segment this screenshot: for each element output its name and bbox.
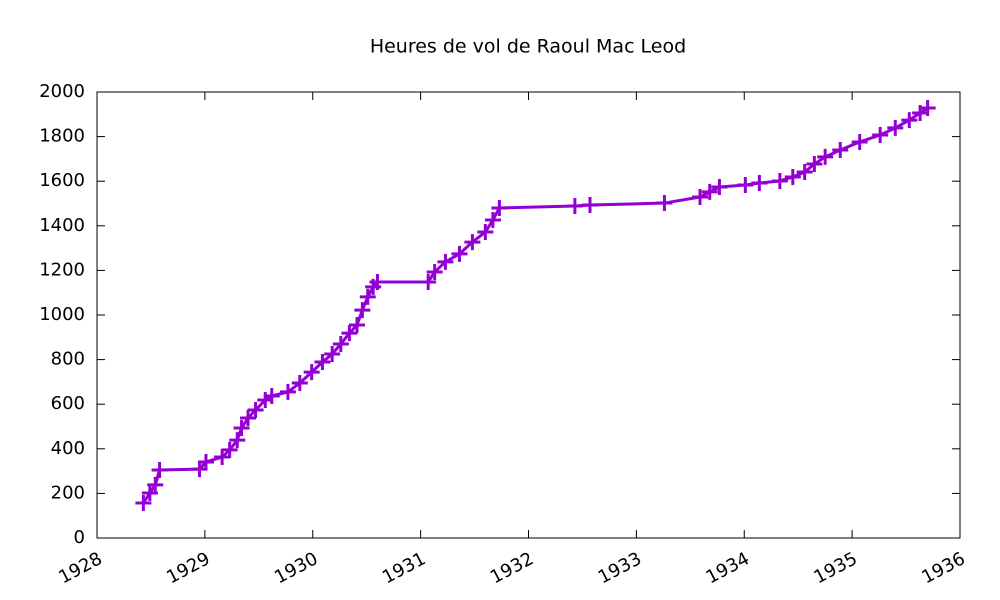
data-point bbox=[919, 100, 936, 117]
data-point bbox=[451, 245, 468, 262]
data-point bbox=[426, 263, 443, 280]
y-tick-label: 1000 bbox=[39, 304, 85, 325]
data-point bbox=[711, 178, 728, 195]
data-point bbox=[332, 335, 349, 352]
data-point bbox=[221, 441, 238, 458]
data-point bbox=[214, 449, 231, 466]
data-point bbox=[656, 195, 673, 212]
data-point bbox=[147, 476, 164, 493]
data-point bbox=[341, 325, 358, 342]
y-tick-label: 1600 bbox=[39, 170, 85, 191]
data-point bbox=[806, 156, 823, 173]
x-tick-label: 1931 bbox=[379, 548, 429, 588]
data-point bbox=[233, 420, 250, 437]
data-point bbox=[887, 119, 904, 136]
x-tick-label: 1932 bbox=[487, 548, 537, 588]
data-point bbox=[692, 189, 709, 206]
data-point bbox=[737, 176, 754, 193]
data-point bbox=[324, 346, 341, 363]
data-point bbox=[464, 234, 481, 251]
data-point bbox=[247, 401, 264, 418]
data-point bbox=[354, 302, 371, 319]
data-point bbox=[784, 168, 801, 185]
data-point bbox=[817, 148, 834, 165]
data-point bbox=[263, 387, 280, 404]
data-point bbox=[420, 273, 437, 290]
data-point bbox=[566, 197, 583, 214]
data-point bbox=[771, 172, 788, 189]
x-tick-label: 1930 bbox=[271, 548, 321, 588]
x-tick-label: 1929 bbox=[163, 548, 213, 588]
data-point bbox=[229, 432, 246, 449]
data-point bbox=[151, 461, 168, 478]
data-point bbox=[872, 127, 889, 144]
data-point bbox=[314, 354, 331, 371]
data-point bbox=[291, 375, 308, 392]
data-point bbox=[851, 133, 868, 150]
y-tick-label: 800 bbox=[51, 349, 85, 370]
y-tick-label: 0 bbox=[74, 527, 85, 548]
y-tick-label: 2000 bbox=[39, 81, 85, 102]
data-point bbox=[359, 288, 376, 305]
data-point bbox=[484, 212, 501, 229]
data-point bbox=[369, 273, 386, 290]
data-point bbox=[197, 453, 214, 470]
data-point bbox=[901, 112, 918, 129]
data-line bbox=[142, 106, 929, 504]
y-tick-label: 200 bbox=[51, 482, 85, 503]
data-point bbox=[240, 410, 257, 427]
x-tick-label: 1933 bbox=[595, 548, 645, 588]
data-point bbox=[832, 141, 849, 158]
x-tick-label: 1935 bbox=[811, 548, 861, 588]
data-point bbox=[135, 494, 152, 511]
x-tick-label: 1934 bbox=[703, 548, 753, 588]
chart-title: Heures de vol de Raoul Mac Leod bbox=[370, 36, 686, 58]
data-point bbox=[581, 197, 598, 214]
y-tick-label: 600 bbox=[51, 393, 85, 414]
data-point bbox=[477, 224, 494, 241]
data-point bbox=[796, 164, 813, 181]
data-point bbox=[141, 484, 158, 501]
data-point bbox=[279, 383, 296, 400]
data-point bbox=[491, 199, 508, 216]
y-tick-label: 1200 bbox=[39, 259, 85, 280]
y-tick-label: 1800 bbox=[39, 126, 85, 147]
x-tick-label: 1928 bbox=[55, 548, 105, 588]
x-tick-label: 1936 bbox=[918, 548, 968, 588]
y-tick-label: 1400 bbox=[39, 215, 85, 236]
y-tick-label: 400 bbox=[51, 438, 85, 459]
data-point bbox=[701, 183, 718, 200]
data-point bbox=[303, 364, 320, 381]
data-point bbox=[751, 174, 768, 191]
data-point bbox=[348, 317, 365, 334]
plot-border bbox=[96, 91, 961, 539]
data-point bbox=[437, 253, 454, 270]
